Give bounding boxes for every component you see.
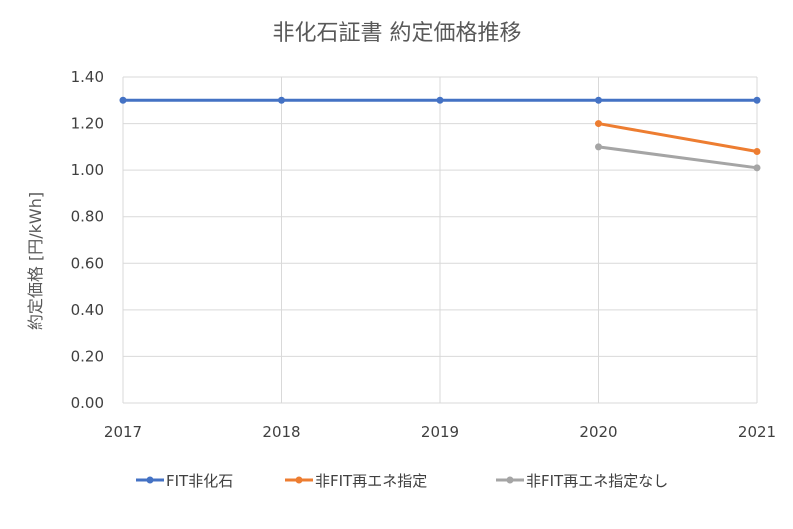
legend-label: FIT非化石 [166,472,233,490]
data-point [595,143,602,151]
data-point [753,148,761,156]
y-tick-label: 1.20 [71,115,104,133]
legend-item-2: 非FIT再エネ指定なし [496,472,668,490]
chart-title: 非化石証書 約定価格推移 [273,21,522,46]
series-0 [119,96,761,104]
data-point [595,120,602,128]
series-2 [595,143,761,172]
data-point [278,96,285,104]
legend-swatch-marker [146,476,154,484]
y-tick-label: 1.40 [71,68,104,86]
legend-label: 非FIT再エネ指定 [315,472,427,490]
legend-swatch-marker [506,476,514,484]
y-tick-label: 0.00 [71,394,104,412]
series-lines [119,96,761,172]
y-tick-label: 0.40 [71,301,104,319]
legend-label: 非FIT再エネ指定なし [526,472,668,490]
axes: 0.00 0.20 0.40 0.60 0.80 1.00 1.20 1.40 2017 2018… [71,68,777,441]
x-tick-label: 2018 [262,423,300,441]
x-tick-label: 2019 [421,423,459,441]
series-line [598,145,758,170]
data-point [436,96,444,104]
x-tick-label: 2017 [104,423,142,441]
data-point [119,96,127,104]
gridlines [122,76,758,404]
y-tick-label: 0.60 [71,254,104,272]
legend-item-0: FIT非化石 [136,472,233,490]
y-tick-label: 0.20 [71,347,104,365]
legend: FIT非化石 非FIT再エネ指定 非FIT再エネ指定なし [136,472,668,490]
y-tick-label: 0.80 [71,208,104,226]
x-tick-label: 2020 [579,423,617,441]
y-axis-label: 約定価格 [円/kWh] [26,192,45,330]
series-1 [595,120,761,156]
series-line [598,122,758,153]
data-point [595,96,602,104]
legend-swatch-marker [295,476,303,484]
data-point [753,96,761,104]
x-tick-label: 2021 [738,423,776,441]
legend-item-1: 非FIT再エネ指定 [285,472,427,490]
y-tick-label: 1.00 [71,161,104,179]
data-point [753,164,761,172]
